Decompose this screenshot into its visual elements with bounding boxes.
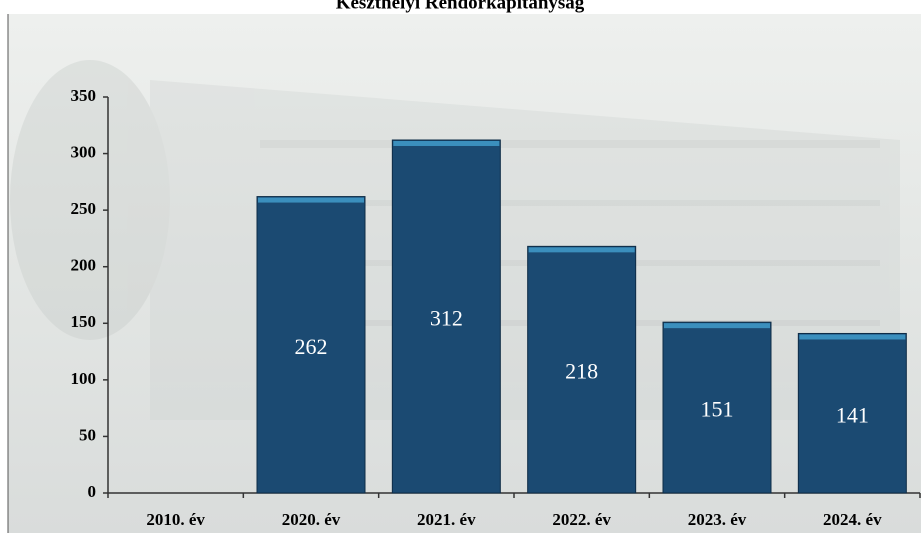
x-tick-label: 2021. év — [417, 510, 476, 529]
y-tick-label: 150 — [71, 312, 97, 331]
bar-highlight — [664, 323, 770, 328]
y-tick-label: 300 — [71, 142, 97, 161]
bar-highlight — [799, 334, 905, 339]
y-tick-label: 0 — [88, 482, 97, 501]
value-label: 262 — [295, 334, 328, 359]
y-tick-label: 200 — [71, 256, 97, 275]
x-tick-label: 2023. év — [688, 510, 747, 529]
x-tick-label: 2022. év — [552, 510, 611, 529]
value-label: 141 — [836, 402, 869, 427]
chart: Keszthelyi Rendőrkapitányság 0 50 100 150 20… — [0, 0, 921, 533]
y-tick-label: 100 — [71, 369, 97, 388]
y-tick-label: 250 — [71, 199, 97, 218]
value-label: 151 — [701, 397, 734, 422]
y-tick-label: 350 — [71, 86, 97, 105]
bar-highlight — [393, 141, 499, 146]
page: Keszthelyi Rendőrkapitányság 0 50 100 150 20… — [0, 0, 921, 533]
x-tick-label: 2010. év — [146, 510, 205, 529]
value-label: 312 — [430, 306, 463, 331]
bar-highlight — [529, 247, 635, 252]
chart-title: Keszthelyi Rendőrkapitányság — [336, 0, 585, 13]
bar-highlight — [258, 198, 364, 203]
y-tick-label: 50 — [79, 425, 96, 444]
x-tick-label: 2020. év — [282, 510, 341, 529]
x-tick-label: 2024. év — [823, 510, 882, 529]
value-label: 218 — [565, 359, 598, 384]
